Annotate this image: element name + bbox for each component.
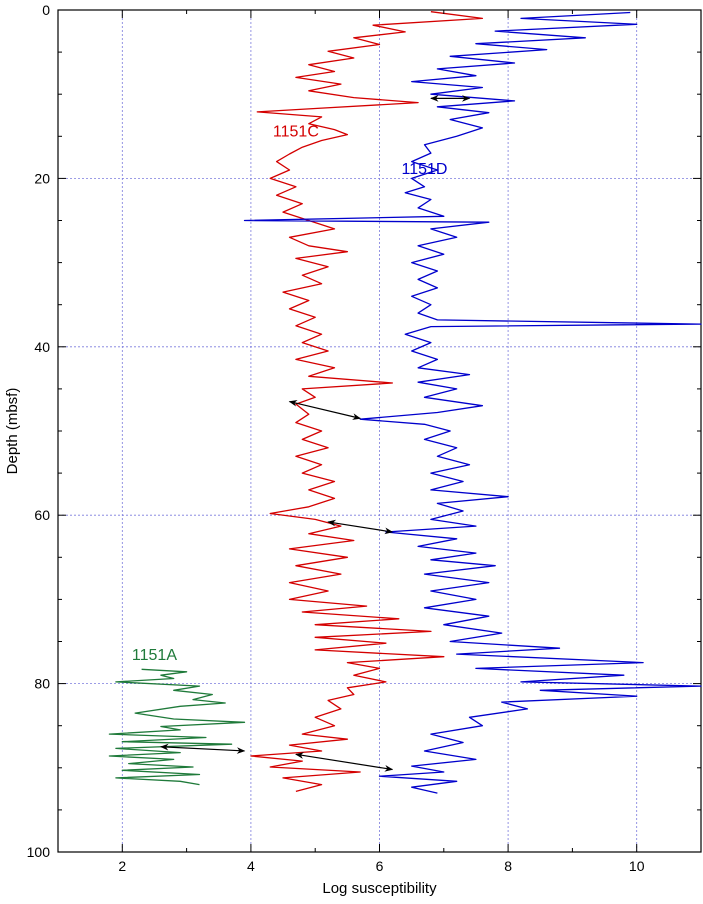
x-tick-label: 8 [504, 858, 512, 874]
x-tick-label: 2 [118, 858, 126, 874]
correlation-arrow [160, 743, 246, 754]
y-tick-label: 0 [42, 2, 50, 18]
series-line-1151a [108, 668, 246, 786]
series-layer [108, 11, 702, 794]
correlation-arrows [160, 95, 471, 772]
series-label-1151d: 1151D [402, 161, 448, 178]
x-tick-label: 10 [629, 858, 645, 874]
correlation-arrow [295, 752, 394, 772]
grid [58, 10, 701, 852]
y-tick-label: 100 [27, 844, 51, 860]
y-tick-label: 20 [34, 170, 50, 186]
y-tick-label: 80 [34, 676, 50, 692]
series-line-1151d [243, 11, 702, 794]
series-label-1151c: 1151C [273, 123, 319, 140]
y-tick-label: 60 [34, 507, 50, 523]
x-axis-title: Log susceptibility [322, 880, 437, 897]
y-tick-label: 40 [34, 339, 50, 355]
series-labels: 1151C 1151D 1151A [132, 123, 448, 664]
y-axis-title: Depth (mbsf) [4, 388, 21, 475]
x-tick-label: 4 [247, 858, 255, 874]
correlation-arrow [288, 400, 362, 420]
series-label-1151a: 1151A [132, 647, 177, 664]
x-tick-label: 6 [376, 858, 384, 874]
correlation-arrow [327, 519, 394, 535]
